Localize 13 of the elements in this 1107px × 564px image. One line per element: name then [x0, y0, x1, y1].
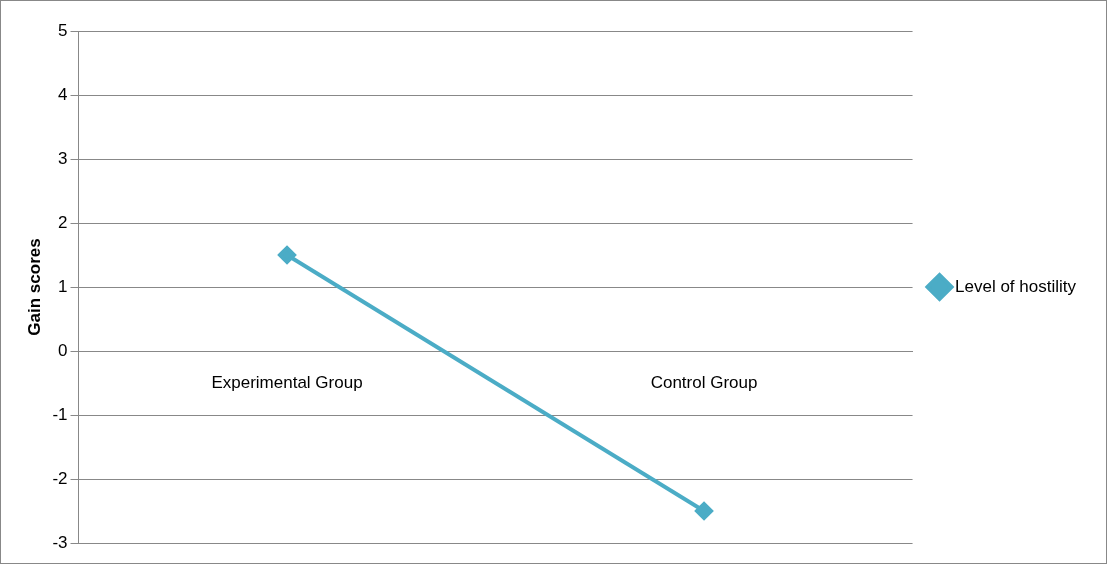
y-tick-label: 3	[58, 148, 68, 168]
y-tick-label: 4	[58, 84, 68, 104]
x-tick-label: Control Group	[650, 372, 758, 392]
y-tick-label: 0	[58, 340, 68, 360]
y-tick-label: 1	[58, 276, 68, 296]
x-tick-label: Experimental Group	[211, 372, 363, 392]
legend-label: Level of hostility	[955, 276, 1077, 296]
y-tick-label: -3	[52, 532, 68, 552]
y-tick-label: -1	[52, 404, 68, 424]
y-tick-label: -2	[52, 468, 68, 488]
y-axis-title: Gain scores	[24, 238, 44, 336]
y-tick-label: 2	[58, 212, 68, 232]
y-tick-label: 5	[58, 20, 68, 40]
